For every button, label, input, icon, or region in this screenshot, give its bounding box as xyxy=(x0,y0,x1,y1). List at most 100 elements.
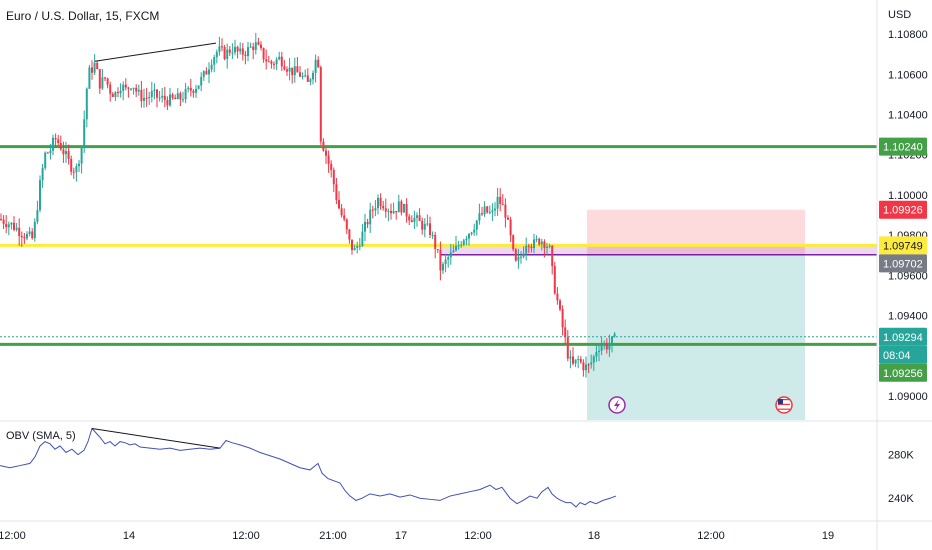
candle-down xyxy=(551,245,554,267)
candle-down xyxy=(223,47,226,59)
candle-down xyxy=(327,155,330,164)
symbol-title[interactable]: Euro / U.S. Dollar, 15, FXCM xyxy=(6,9,160,23)
candle-up xyxy=(416,215,418,218)
candle-down xyxy=(338,199,340,209)
candle-up xyxy=(65,151,67,155)
candle-up xyxy=(10,222,13,225)
obv-divergence-trendline[interactable] xyxy=(91,428,221,449)
candle-up xyxy=(85,88,88,120)
flag-stripe xyxy=(778,399,790,401)
candle-up xyxy=(150,91,153,97)
price-divergence-trendline[interactable] xyxy=(94,42,217,62)
price-trendline[interactable] xyxy=(94,42,217,62)
price-badge-text: 1.09702 xyxy=(883,258,923,270)
candle-up xyxy=(208,69,210,75)
candle-down xyxy=(507,217,509,220)
candle-up xyxy=(488,212,491,214)
candle-down xyxy=(501,203,504,205)
candle-down xyxy=(556,293,559,301)
candle-down xyxy=(351,239,353,251)
flag-stripe xyxy=(778,401,790,403)
candle-up xyxy=(278,56,281,60)
price-badge: 1.09702 xyxy=(879,254,927,273)
price-badge: 08:04 xyxy=(879,345,927,364)
candle-down xyxy=(262,48,265,60)
candle-down xyxy=(260,44,262,49)
candle-up xyxy=(132,87,135,89)
horizontal-lines[interactable] xyxy=(0,145,877,346)
candle-up xyxy=(377,197,379,209)
price-badge-bg xyxy=(879,363,927,382)
candle-up xyxy=(247,47,249,56)
candle-down xyxy=(408,216,411,221)
stop-loss-zone[interactable] xyxy=(587,209,805,255)
candle-down xyxy=(530,246,533,249)
candle-up xyxy=(88,67,91,89)
us-flag-event-icon[interactable] xyxy=(775,396,793,414)
entry-band[interactable] xyxy=(440,245,877,255)
candle-up xyxy=(80,147,83,164)
candle-down xyxy=(166,100,169,106)
candle-down xyxy=(371,209,374,211)
price-tick-label: 1.10800 xyxy=(888,29,928,41)
candle-down xyxy=(514,249,517,261)
risk-reward-zones[interactable] xyxy=(440,209,877,420)
candle-up xyxy=(447,257,450,260)
candle-up xyxy=(540,241,543,245)
candle-up xyxy=(611,336,613,345)
candle-down xyxy=(280,56,283,67)
event-icons[interactable] xyxy=(608,396,793,414)
candle-up xyxy=(114,92,117,97)
candle-up xyxy=(403,203,405,213)
candle-down xyxy=(140,89,143,101)
candle-up xyxy=(161,95,164,98)
candle-up xyxy=(137,89,140,92)
price-badge-text: 1.09749 xyxy=(883,240,923,252)
time-tick-label: 18 xyxy=(588,530,600,542)
candle-down xyxy=(127,87,130,89)
candle-down xyxy=(2,219,5,224)
candle-up xyxy=(600,345,603,351)
price-badge-bg xyxy=(879,137,927,156)
oscillator-title[interactable]: OBV (SMA, 5) xyxy=(6,430,76,442)
time-tick-label: 12:00 xyxy=(232,530,260,542)
lightning-event-icon[interactable] xyxy=(608,396,626,414)
candle-up xyxy=(44,152,47,168)
candle-down xyxy=(559,300,561,310)
candle-up xyxy=(200,76,203,86)
candle-down xyxy=(104,77,106,79)
candle-down xyxy=(286,69,288,72)
candle-down xyxy=(509,219,512,236)
candle-down xyxy=(504,204,507,218)
candle-up xyxy=(577,358,580,360)
lightning-icon-glyph xyxy=(614,399,620,411)
time-tick-label: 12:00 xyxy=(697,530,725,542)
candle-down xyxy=(561,309,564,328)
price-tick-label: 1.09600 xyxy=(888,270,928,282)
candle-up xyxy=(598,350,600,352)
candle-up xyxy=(494,208,496,211)
candle-up xyxy=(356,246,359,248)
price-badge: 1.09926 xyxy=(879,200,927,219)
candle-down xyxy=(587,364,590,366)
candle-up xyxy=(93,62,96,73)
price-tick-label: 1.10600 xyxy=(888,69,928,81)
price-badge: 1.09256 xyxy=(879,363,927,382)
candle-up xyxy=(413,217,416,223)
candle-down xyxy=(340,208,343,216)
candle-up xyxy=(468,233,470,239)
candle-down xyxy=(553,266,556,294)
candle-down xyxy=(57,139,60,144)
candle-up xyxy=(460,244,463,246)
candle-up xyxy=(169,94,171,106)
price-tick-label: 1.10000 xyxy=(888,190,928,202)
candle-down xyxy=(283,66,286,70)
candle-up xyxy=(226,49,229,59)
candle-up xyxy=(522,253,525,257)
candle-down xyxy=(572,356,574,364)
take-profit-zone[interactable] xyxy=(587,254,805,420)
currency-label: USD xyxy=(888,9,912,21)
candle-up xyxy=(364,221,366,232)
price-axis-labels: 1.10240 1.09926 1.09749 1.09702 1.09294 08:04… xyxy=(879,137,927,382)
